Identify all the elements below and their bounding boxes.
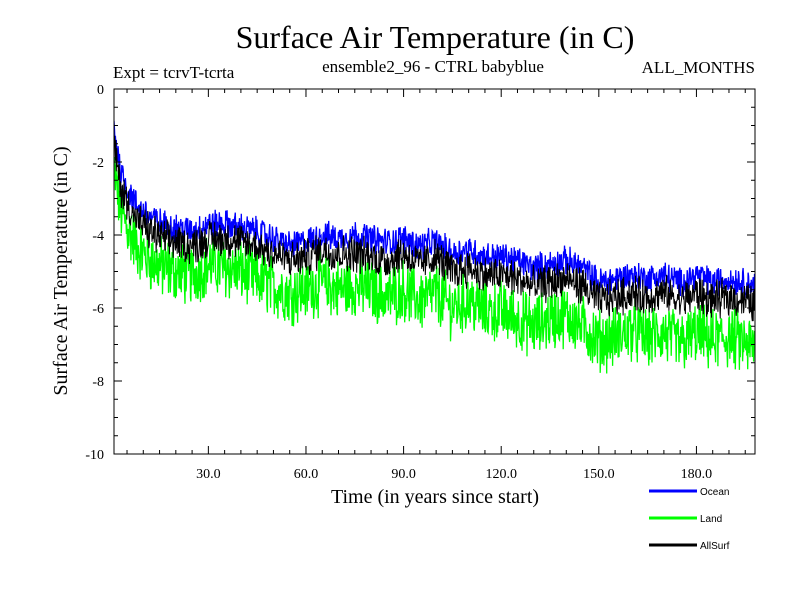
chart-subtitle-center: ensemble2_96 - CTRL babyblue [322, 57, 544, 76]
plot-area: 30.0 60.0 90.0 120.0 150.0 180.0 0 -2 -4 -6 -8 -10 [85, 83, 756, 482]
legend-label-allsurf: AllSurf [700, 541, 730, 552]
x-tick-label: 120.0 [485, 467, 517, 482]
x-axis-title: Time (in years since start) [331, 486, 539, 508]
series-line-allsurf [114, 135, 755, 322]
x-tick-label: 150.0 [583, 467, 615, 482]
x-tick-label: 30.0 [196, 467, 221, 482]
series-group [114, 120, 755, 374]
chart-subtitle-left: Expt = tcrvT-tcrta [113, 63, 235, 82]
x-tick-label: 60.0 [294, 467, 319, 482]
x-tick-label: 180.0 [681, 467, 713, 482]
y-tick-label: -2 [92, 156, 104, 171]
legend: Ocean Land AllSurf [649, 487, 730, 552]
y-tick-label: -6 [92, 302, 104, 317]
chart-subtitle-right: ALL_MONTHS [642, 58, 755, 77]
y-tick-label: 0 [97, 83, 104, 98]
ticks-group: 30.0 60.0 90.0 120.0 150.0 180.0 0 -2 -4 -6 -8 -10 [85, 83, 755, 482]
y-axis-title: Surface Air Temperature (in C) [50, 146, 72, 395]
legend-label-land: Land [700, 514, 722, 525]
y-tick-label: -8 [92, 375, 104, 390]
legend-label-ocean: Ocean [700, 487, 729, 498]
y-tick-label: -4 [92, 229, 104, 244]
y-tick-label: -10 [85, 448, 104, 463]
x-tick-label: 90.0 [391, 467, 416, 482]
chart-title: Surface Air Temperature (in C) [236, 19, 635, 55]
